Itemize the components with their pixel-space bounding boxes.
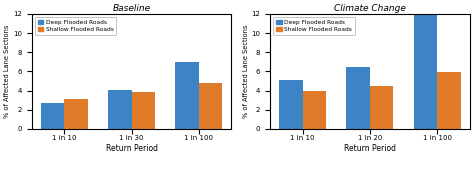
Bar <box>279 80 303 129</box>
Bar <box>108 90 132 129</box>
Y-axis label: % of Affected Lane Sections: % of Affected Lane Sections <box>243 25 248 118</box>
Bar <box>346 67 370 129</box>
Legend: Deep Flooded Roads, Shallow Flooded Roads: Deep Flooded Roads, Shallow Flooded Road… <box>35 17 117 35</box>
Y-axis label: % of Affected Lane Sections: % of Affected Lane Sections <box>4 25 10 118</box>
Bar <box>303 91 326 129</box>
X-axis label: Return Period: Return Period <box>106 144 157 153</box>
Bar <box>41 103 64 129</box>
X-axis label: Return Period: Return Period <box>344 144 396 153</box>
Bar <box>64 99 88 129</box>
Bar <box>414 14 437 129</box>
Bar <box>132 91 155 129</box>
Bar <box>175 62 199 129</box>
Bar <box>437 72 461 129</box>
Legend: Deep Flooded Roads, Shallow Flooded Roads: Deep Flooded Roads, Shallow Flooded Road… <box>273 17 355 35</box>
Bar <box>370 86 393 129</box>
Bar <box>199 83 222 129</box>
Title: Baseline: Baseline <box>112 4 151 13</box>
Title: Climate Change: Climate Change <box>334 4 406 13</box>
